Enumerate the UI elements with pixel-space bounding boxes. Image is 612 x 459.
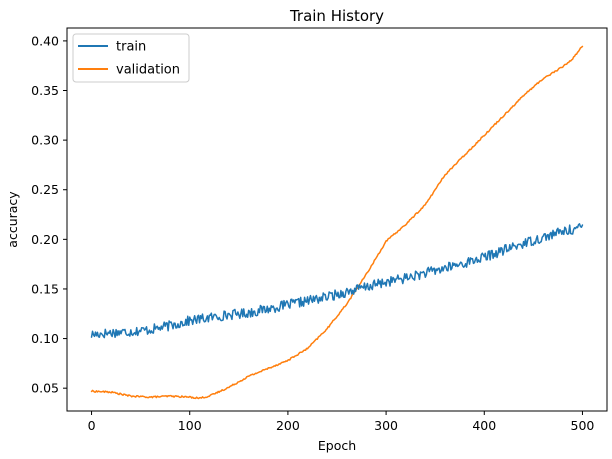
legend: train validation [72,33,190,83]
series-layer [90,45,584,400]
legend-label-validation: validation [116,63,180,78]
x-axis-label: Epoch [318,438,356,453]
y-tick-label: 0.05 [31,381,59,396]
x-tick-label: 200 [276,418,300,433]
y-tick-label: 0.20 [31,232,59,247]
y-tick-label: 0.35 [31,83,59,98]
x-axis: 0 100 200 300 400 500 [88,411,595,433]
plot-frame [66,27,608,412]
y-axis: 0.05 0.10 0.15 0.20 0.25 0.30 0.35 0.40 [31,33,67,396]
x-tick-label: 300 [374,418,398,433]
x-tick-label: 0 [88,418,96,433]
legend-label-train: train [116,40,146,55]
series-line-validation [90,45,584,400]
y-tick-label: 0.30 [31,133,59,148]
x-tick-label: 500 [571,418,595,433]
y-tick-label: 0.15 [31,281,59,296]
x-tick-label: 100 [178,418,202,433]
chart-title: Train History [289,7,384,25]
x-tick-label: 400 [472,418,496,433]
y-axis-label: accuracy [5,191,20,248]
series-line-train [90,223,584,339]
y-tick-label: 0.10 [31,331,59,346]
y-tick-label: 0.25 [31,182,59,197]
y-tick-label: 0.40 [31,33,59,48]
